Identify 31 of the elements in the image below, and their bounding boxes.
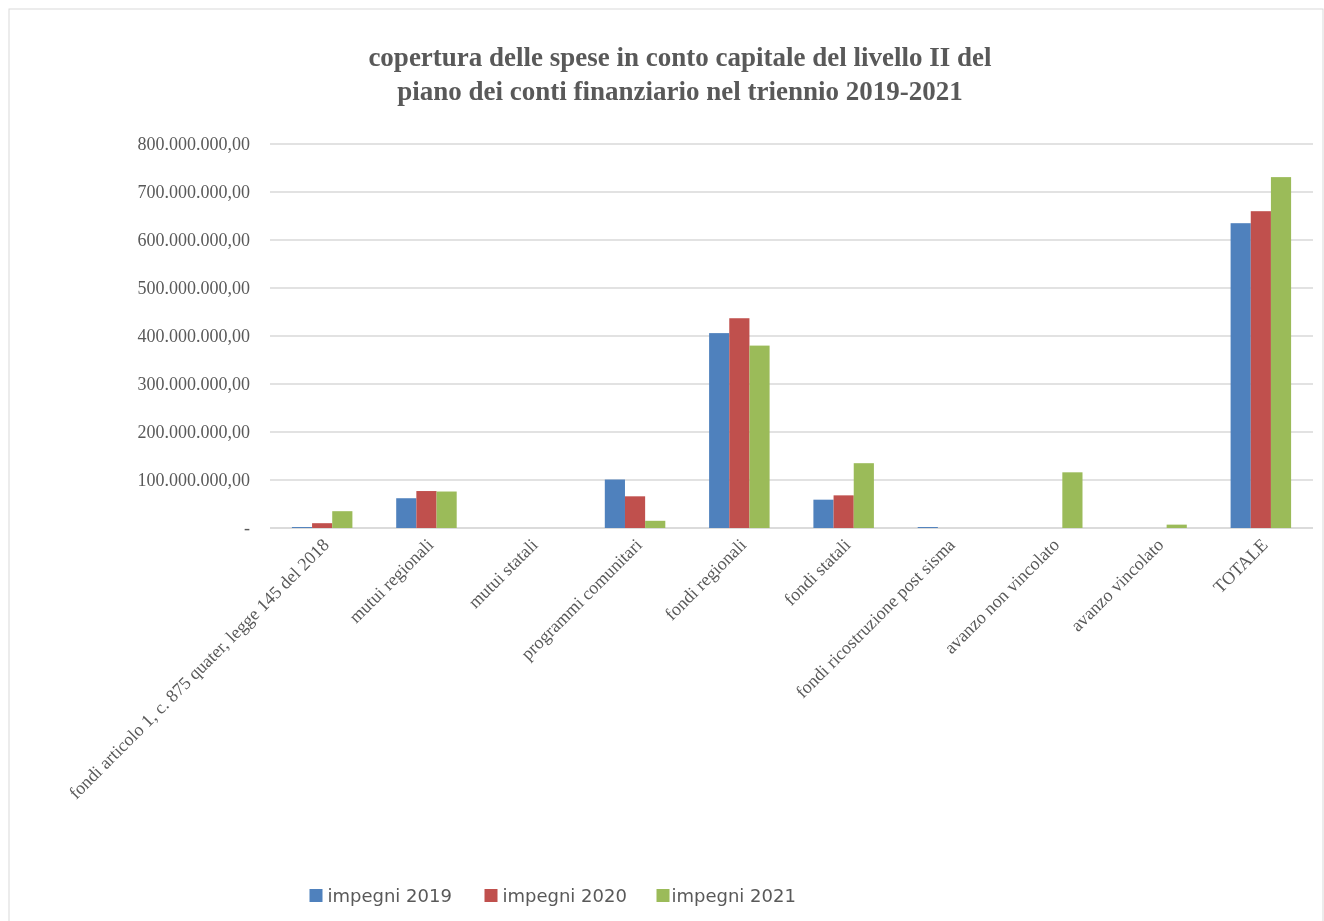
bar [709, 333, 730, 528]
y-tick-label: 200.000.000,00 [137, 422, 250, 443]
bar [813, 499, 834, 528]
y-tick-label: 100.000.000,00 [137, 470, 250, 491]
bar [396, 498, 417, 528]
bar [645, 520, 666, 528]
bar [1270, 177, 1292, 528]
legend-label: impegni 2021 [671, 885, 796, 907]
y-tick-label: 500.000.000,00 [137, 278, 250, 299]
legend-label: impegni 2019 [327, 885, 452, 907]
bar [1250, 211, 1271, 528]
bar [1062, 472, 1083, 528]
bar [624, 496, 646, 528]
bar [312, 523, 333, 528]
bar [416, 491, 437, 528]
bar [749, 345, 770, 528]
chart-title: copertura delle spese in conto capitale del livello II del piano dei conti finanziario nel triennio 2019-2021 [368, 42, 993, 106]
y-tick-label: 400.000.000,00 [137, 326, 250, 347]
y-tick-label: 800.000.000,00 [137, 134, 250, 155]
bar [332, 511, 353, 528]
y-tick-label: 700.000.000,00 [137, 182, 250, 203]
y-tick-label: 300.000.000,00 [137, 374, 250, 395]
bar [833, 495, 854, 528]
y-tick-label: - [244, 518, 250, 539]
legend-label: impegni 2020 [502, 885, 627, 907]
bar [853, 463, 874, 528]
y-tick-label: 600.000.000,00 [137, 230, 250, 251]
bar [604, 479, 625, 528]
bar [729, 318, 750, 528]
bar [1230, 223, 1251, 528]
bar [436, 491, 457, 528]
